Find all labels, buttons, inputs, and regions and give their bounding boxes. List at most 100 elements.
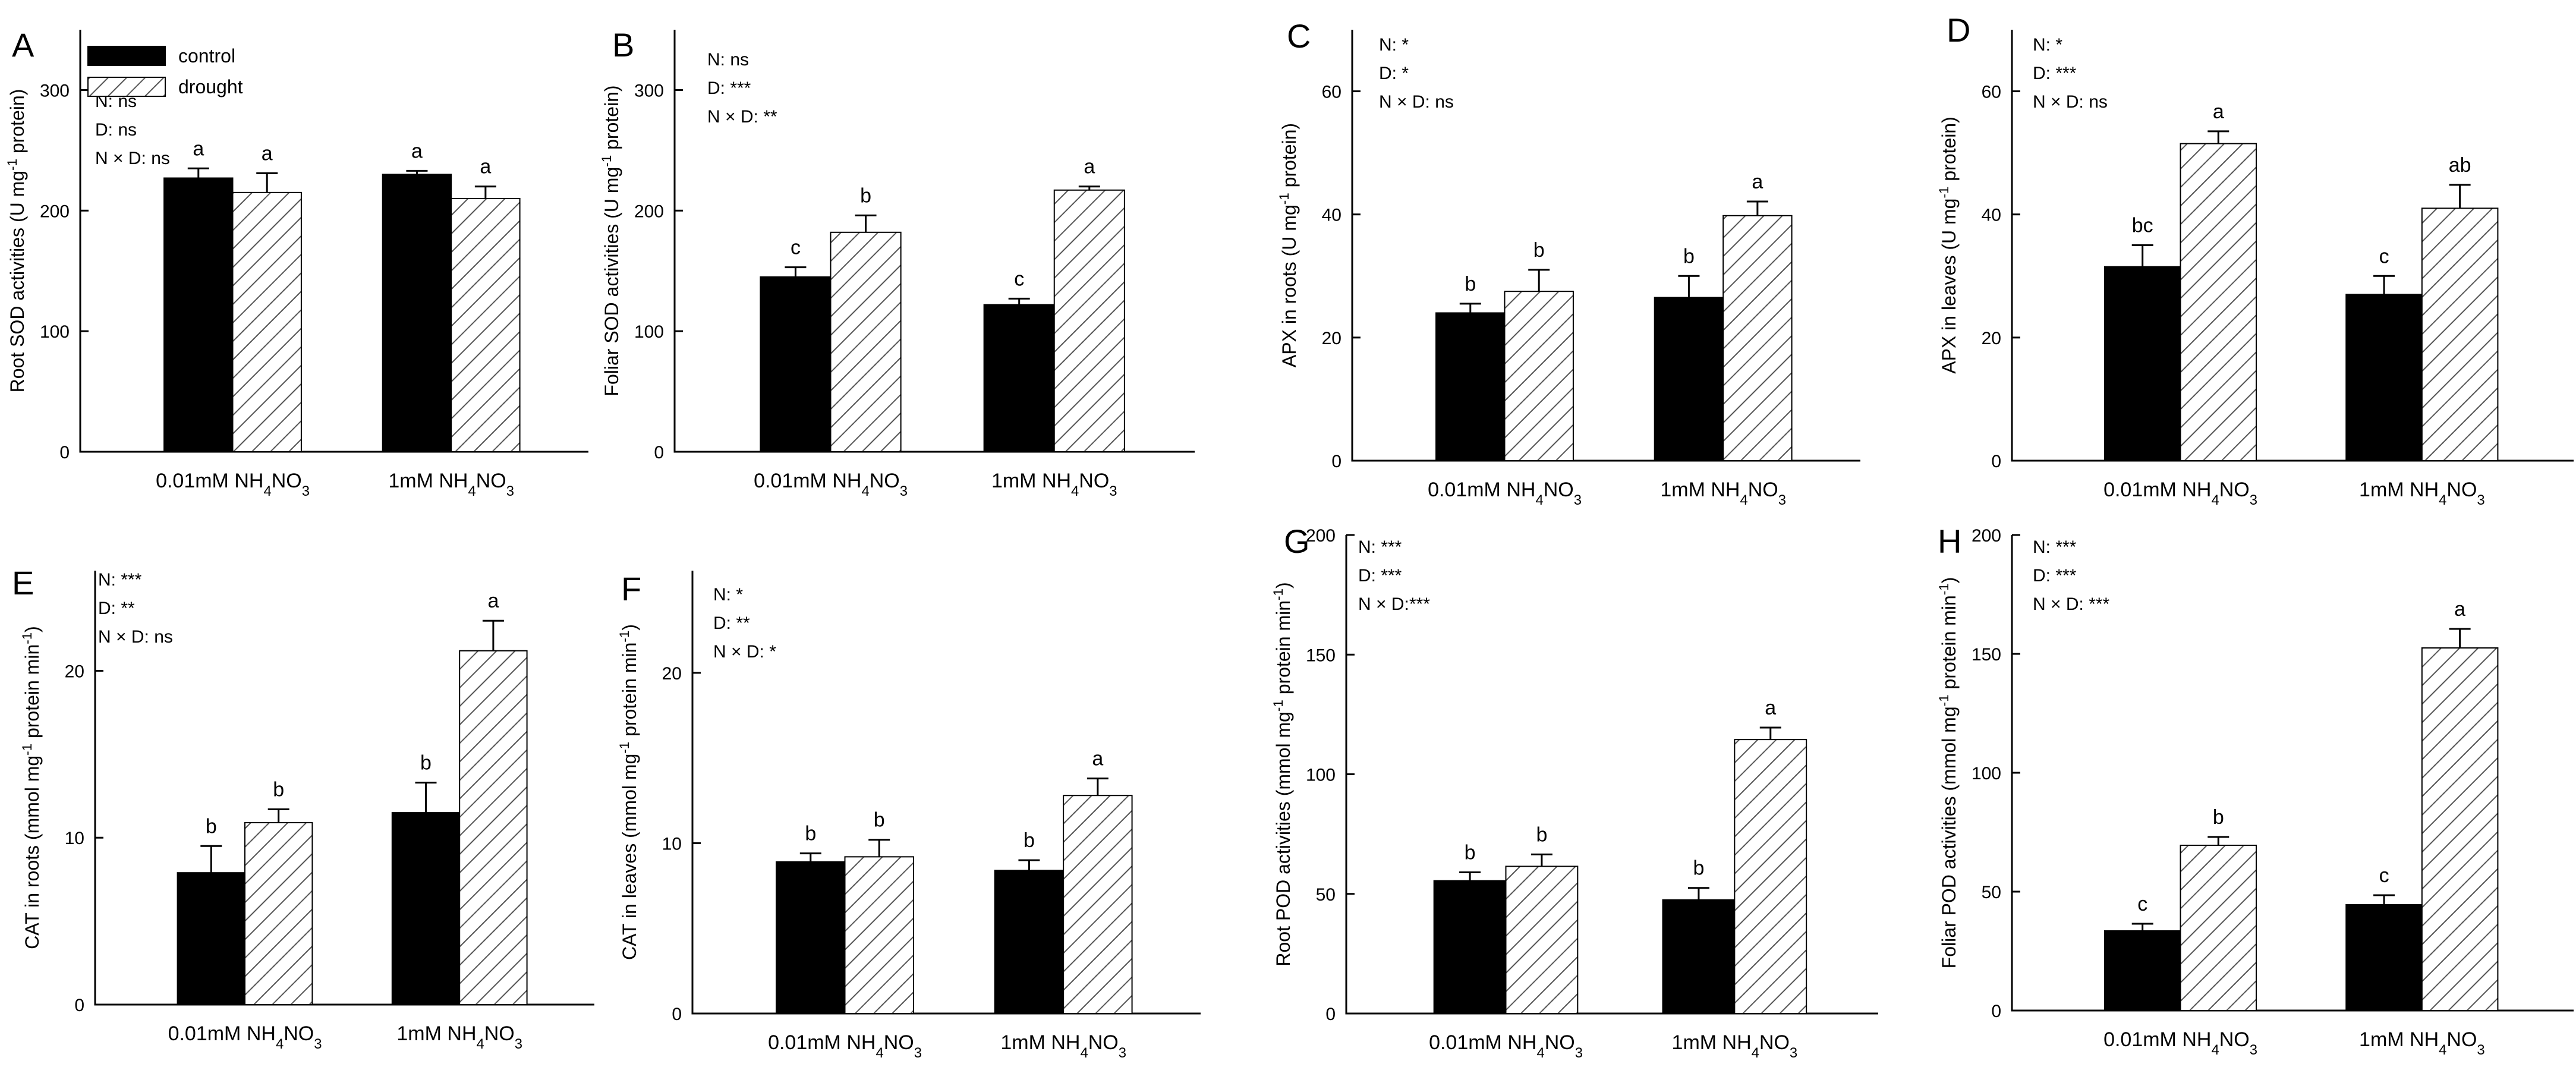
x-category-label: 0.01mM NH4NO3 xyxy=(768,1031,922,1061)
y-tick-label: 0 xyxy=(672,1005,682,1024)
x-category-label: 1mM NH4NO3 xyxy=(396,1022,522,1052)
control-bar xyxy=(994,870,1065,1015)
y-tick-label: 200 xyxy=(1972,526,2001,546)
drought-bar xyxy=(1063,795,1133,1014)
error-bar xyxy=(2373,894,2395,905)
control-bar xyxy=(1433,880,1507,1015)
legend-label-control: control xyxy=(178,45,235,67)
x-category-label: 0.01mM NH4NO3 xyxy=(156,470,310,499)
significance-letter: a xyxy=(487,590,499,612)
y-tick-label: 300 xyxy=(634,81,664,100)
control-bar xyxy=(760,276,832,452)
error-bar xyxy=(1759,726,1781,740)
significance-letter: b xyxy=(860,184,871,207)
control-bar xyxy=(2345,904,2423,1011)
x-category-label: 1mM NH4NO3 xyxy=(2359,1028,2485,1058)
drought-bar xyxy=(1504,291,1574,461)
panel-a: A 0 100 200 300 Root SOD activities (U mg-1 p… xyxy=(5,26,588,499)
y-axis-label: APX in roots (U mg-1 protein) xyxy=(1277,123,1300,367)
y-tick-label: 10 xyxy=(662,834,682,854)
panel-letter: B xyxy=(612,26,634,64)
panel-c: C 0 20 40 60 APX in roots (U mg-1 protein) N: … xyxy=(1277,17,1860,508)
x-category-label: 0.01mM NH4NO3 xyxy=(1428,479,1582,508)
y-tick-label: 200 xyxy=(634,202,664,221)
drought-bar xyxy=(459,650,528,1006)
error-bar xyxy=(2207,836,2229,845)
x-category-label: 0.01mM NH4NO3 xyxy=(2103,1028,2257,1058)
significance-letter: b xyxy=(1693,857,1704,880)
significance-letter: b xyxy=(874,809,885,832)
y-tick-label: 0 xyxy=(1325,1005,1336,1024)
error-bar xyxy=(855,214,877,232)
stat-annotation: D: * xyxy=(1379,64,1409,83)
stat-annotation: N × D: * xyxy=(713,642,776,662)
y-tick-label: 20 xyxy=(662,664,682,684)
y-tick-label: 40 xyxy=(1982,206,2001,225)
x-category-label: 1mM NH4NO3 xyxy=(991,470,1117,499)
panel-letter: C xyxy=(1287,17,1311,55)
y-tick-label: 100 xyxy=(634,322,664,342)
y-tick-label: 50 xyxy=(1982,883,2001,902)
stat-annotation: N × D: ns xyxy=(98,627,173,647)
error-bar xyxy=(256,172,278,193)
y-tick-label: 0 xyxy=(1991,1002,2001,1021)
control-bar xyxy=(163,177,234,452)
error-bar xyxy=(799,852,821,862)
x-category-label: 1mM NH4NO3 xyxy=(1000,1031,1126,1061)
significance-letter: a xyxy=(1752,171,1763,193)
legend-label-drought: drought xyxy=(178,76,243,97)
drought-bar xyxy=(451,198,521,452)
stat-annotation: N × D: *** xyxy=(2033,594,2110,614)
error-bar xyxy=(1687,887,1709,900)
panel-g: G 0 50 100 150 200 Root POD activities (mmol m… xyxy=(1271,523,1878,1061)
stat-annotation: N: * xyxy=(713,585,743,605)
significance-letter: a xyxy=(2213,100,2224,123)
stat-annotation: N × D: ns xyxy=(1379,92,1454,112)
drought-bar xyxy=(1734,739,1807,1014)
x-category-label: 1mM NH4NO3 xyxy=(388,470,514,499)
drought-bar xyxy=(1722,215,1793,461)
y-tick-label: 40 xyxy=(1322,206,1341,225)
stat-annotation: D: ** xyxy=(98,599,135,618)
legend-swatch-control xyxy=(87,46,166,66)
y-tick-label: 200 xyxy=(1306,526,1336,546)
y-axis-label: Foliar SOD activities (U mg-1 protein) xyxy=(599,85,623,396)
error-bar xyxy=(1018,859,1040,871)
error-bar xyxy=(1459,871,1481,881)
stat-annotation: D: ** xyxy=(713,613,750,633)
significance-letter: c xyxy=(791,237,801,259)
significance-letter: c xyxy=(2379,245,2389,267)
panel-h: H 0 50 100 150 200 Foliar POD activities (mmol… xyxy=(1936,523,2574,1058)
drought-bar xyxy=(844,856,914,1015)
panel-letter: D xyxy=(1947,11,1970,49)
error-bar xyxy=(267,808,289,823)
y-axis-label: Foliar POD activities (mmol mg-1 protein… xyxy=(1936,577,1960,969)
y-tick-label: 60 xyxy=(1322,83,1341,102)
significance-letter: b xyxy=(805,823,816,845)
significance-letter: c xyxy=(1014,267,1024,290)
significance-letter: a xyxy=(1092,748,1103,770)
x-category-label: 1mM NH4NO3 xyxy=(2359,479,2485,508)
y-tick-label: 60 xyxy=(1982,83,2001,102)
significance-letter: b xyxy=(1465,273,1476,295)
error-bar xyxy=(1531,853,1552,867)
significance-letter: b xyxy=(206,815,217,838)
error-bar xyxy=(1746,200,1768,216)
x-category-label: 1mM NH4NO3 xyxy=(1660,479,1786,508)
y-tick-label: 0 xyxy=(59,443,70,462)
legend: control drought xyxy=(87,45,243,97)
significance-letter: c xyxy=(2379,864,2389,887)
y-tick-label: 100 xyxy=(1306,766,1336,785)
error-bar xyxy=(200,845,222,873)
control-bar xyxy=(1435,312,1506,462)
error-bar xyxy=(1678,275,1700,298)
x-category-label: 0.01mM NH4NO3 xyxy=(168,1022,322,1052)
panel-d: D 0 20 40 60 APX in leaves (U mg-1 protein) N:… xyxy=(1936,11,2574,508)
x-category-label: 0.01mM NH4NO3 xyxy=(1429,1031,1583,1061)
error-bar xyxy=(1528,269,1550,292)
control-bar xyxy=(2345,294,2423,461)
stat-annotation: N: ns xyxy=(707,50,749,70)
stat-annotation: D: *** xyxy=(2033,64,2077,83)
significance-letter: b xyxy=(1465,842,1476,864)
